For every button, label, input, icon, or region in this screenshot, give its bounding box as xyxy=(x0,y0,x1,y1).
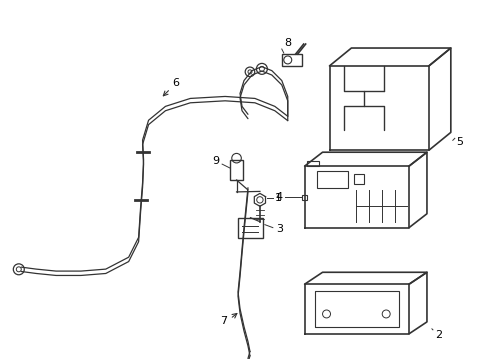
Bar xyxy=(238,218,263,238)
Bar xyxy=(314,291,398,327)
Text: 7: 7 xyxy=(220,316,227,326)
Text: 8: 8 xyxy=(283,38,290,48)
Bar xyxy=(230,160,243,180)
Text: 2: 2 xyxy=(434,330,441,340)
Text: 1: 1 xyxy=(274,193,281,203)
Bar xyxy=(354,174,364,184)
Text: 4: 4 xyxy=(275,192,283,202)
Bar xyxy=(316,171,347,188)
Bar xyxy=(281,54,301,66)
Bar xyxy=(306,161,318,166)
Text: 9: 9 xyxy=(212,156,219,166)
Bar xyxy=(301,195,306,200)
Text: 3: 3 xyxy=(275,224,282,234)
Text: 5: 5 xyxy=(455,137,462,147)
Text: 6: 6 xyxy=(172,78,179,88)
